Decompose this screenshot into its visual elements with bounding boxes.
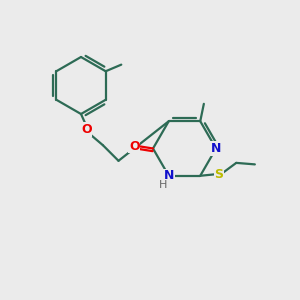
- Text: O: O: [129, 140, 140, 153]
- Text: O: O: [81, 123, 92, 136]
- Text: N: N: [211, 142, 221, 155]
- Text: N: N: [164, 169, 174, 182]
- Text: H: H: [159, 180, 167, 190]
- Text: S: S: [214, 168, 224, 181]
